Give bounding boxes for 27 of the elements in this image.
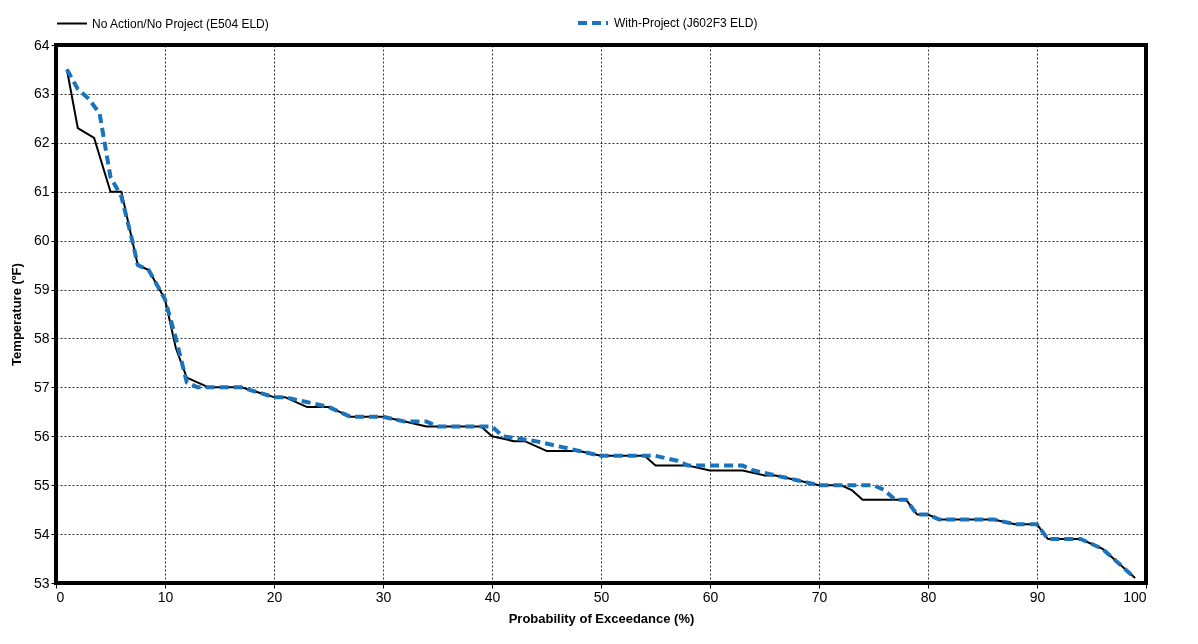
y-tick-label: 55 xyxy=(33,476,50,493)
x-tick-label: 0 xyxy=(56,588,65,605)
legend-label: With-Project (J602F3 ELD) xyxy=(614,16,758,30)
x-tick-label: 40 xyxy=(484,588,501,605)
y-axis-title: Temperature (ºF) xyxy=(8,263,24,366)
y-tick-label: 60 xyxy=(33,232,50,249)
y-tick-label: 58 xyxy=(33,329,50,346)
x-tick-label: 50 xyxy=(593,588,610,605)
y-tick-label: 57 xyxy=(33,378,50,395)
y-tick-label: 64 xyxy=(33,36,50,53)
x-tick-label: 60 xyxy=(702,588,719,605)
x-tick-label: 10 xyxy=(157,588,174,605)
x-tick-label: 90 xyxy=(1029,588,1046,605)
y-tick-label: 61 xyxy=(33,183,50,200)
x-tick-label: 80 xyxy=(920,588,937,605)
x-tick-label: 30 xyxy=(375,588,392,605)
y-tick-label: 53 xyxy=(33,574,50,591)
legend-label: No Action/No Project (E504 ELD) xyxy=(92,16,269,31)
y-tick-label: 63 xyxy=(33,85,50,102)
x-axis-title: Probability of Exceedance (%) xyxy=(508,610,695,626)
y-tick-label: 56 xyxy=(33,427,50,444)
x-tick-label: 20 xyxy=(266,588,283,605)
x-tick-label: 100 xyxy=(1123,588,1147,605)
y-tick-label: 62 xyxy=(33,134,50,151)
y-tick-label: 54 xyxy=(33,525,50,542)
x-tick-label: 70 xyxy=(811,588,828,605)
y-tick-label: 59 xyxy=(33,281,50,298)
